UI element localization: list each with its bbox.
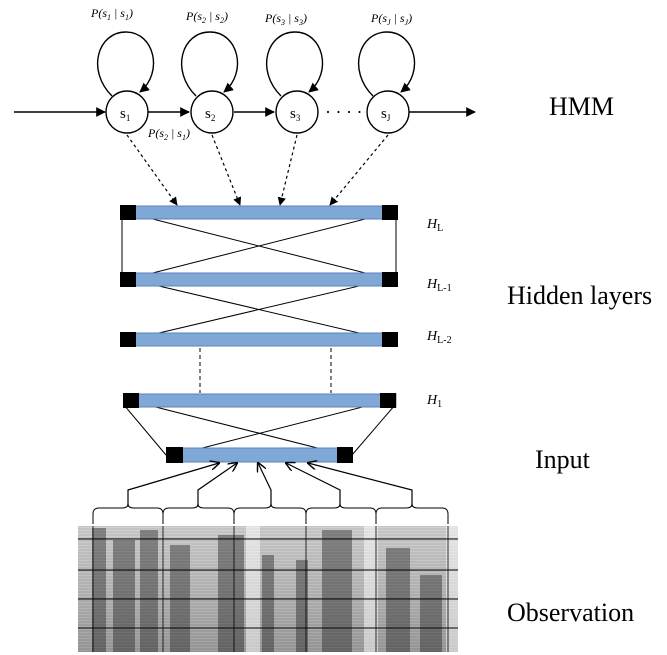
layer-HL-1: [120, 272, 398, 287]
self-prob-J: P(sJ | sJ): [370, 11, 412, 27]
layer-HL-2: [120, 332, 398, 347]
self-prob-3: P(s3 | s3): [264, 11, 307, 27]
layer-label-HL-2: HL-2: [426, 329, 452, 346]
input-layer: [166, 447, 353, 463]
svg-text:s3: s3: [290, 106, 301, 123]
svg-text:s2: s2: [205, 106, 215, 123]
emission-arrows: [126, 134, 389, 206]
hidden-layers: HL HL-1 HL-2 H1: [120, 205, 452, 456]
hmm-chain: · · · · s1 s2 s3 sJ P(s1 | s1) P(s2 | s2…: [14, 6, 476, 142]
section-label-hmm: HMM: [549, 92, 614, 121]
section-label-hidden: Hidden layers: [507, 281, 652, 310]
layer-label-H1: H1: [426, 393, 442, 410]
state-node-2: s2: [190, 90, 234, 134]
self-prob-1: P(s1 | s1): [90, 6, 133, 22]
self-loop-3: [265, 31, 324, 97]
layer-HL: [120, 205, 398, 220]
svg-text:s1: s1: [120, 106, 130, 123]
state-node-J: sJ: [366, 90, 410, 134]
state-node-3: s3: [275, 90, 319, 134]
spectrogram-image: [78, 526, 458, 652]
hmm-ellipsis: · · · ·: [325, 102, 362, 122]
self-loop-1: [96, 31, 155, 97]
svg-text:sJ: sJ: [381, 106, 391, 123]
transition-prob-2-1: P(s2 | s1): [147, 126, 190, 142]
layer-label-HL-1: HL-1: [426, 277, 452, 294]
self-loop-J: [357, 31, 416, 97]
section-label-input: Input: [535, 445, 591, 474]
layer-label-HL: HL: [426, 217, 443, 234]
section-label-observation: Observation: [507, 598, 634, 627]
input-arrows: [127, 463, 413, 506]
state-node-1: s1: [105, 90, 149, 134]
frame-braces: [92, 503, 449, 524]
layer-H1: [123, 393, 397, 408]
self-prob-2: P(s2 | s2): [185, 9, 228, 25]
self-loop-2: [180, 31, 239, 97]
